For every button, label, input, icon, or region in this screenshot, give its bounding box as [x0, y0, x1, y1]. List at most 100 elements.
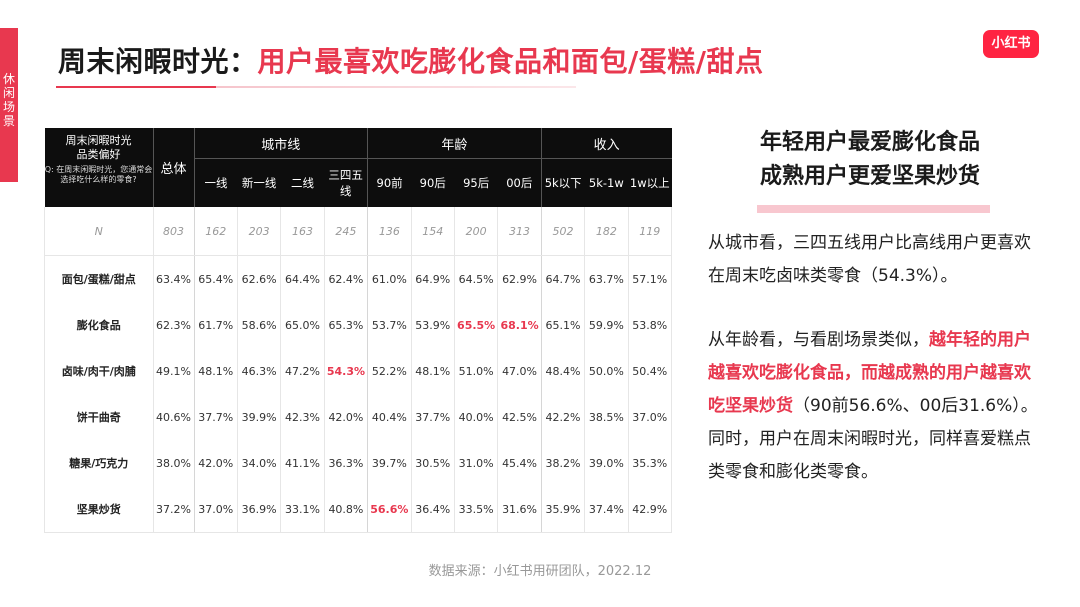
table-cell: 35.9%	[540, 486, 585, 533]
age-insight-tail: （90前56.6%、00后31.6%）。同时，用户在周末闲暇时光，同样喜爱糕点类…	[708, 396, 1038, 482]
table-cell: 36.4%	[410, 486, 455, 533]
table-cell: 502	[540, 207, 585, 256]
table-cell: 41.1%	[280, 440, 325, 486]
subheader: 90后	[411, 158, 455, 207]
table-cell: 33.1%	[280, 486, 325, 533]
section-tab-char: 景	[2, 114, 15, 128]
table-cell: 64.9%	[410, 255, 455, 302]
table-cell: 42.9%	[627, 486, 672, 533]
table-cell: 50.4%	[627, 348, 672, 394]
table-cell: 182	[584, 207, 629, 256]
table-cell: 65.3%	[323, 302, 368, 348]
table-cell: 39.7%	[367, 440, 412, 486]
subheader: 90前	[367, 158, 412, 207]
table-cell: 39.9%	[236, 394, 281, 440]
table-cell: 37.4%	[584, 486, 629, 533]
preference-table: 周末闲暇时光 品类偏好 Q: 在周末闲暇时光，您通常会选择吃什么样的零食? 总体…	[44, 128, 672, 533]
table-cell: 62.6%	[236, 255, 281, 302]
table-cell: 38.5%	[584, 394, 629, 440]
table-cell: 47.0%	[497, 348, 542, 394]
category-header: 周末闲暇时光 品类偏好 Q: 在周末闲暇时光，您通常会选择吃什么样的零食?	[44, 128, 153, 207]
table-cell: 313	[497, 207, 542, 256]
table-cell: 34.0%	[236, 440, 281, 486]
group-header-city: 城市线	[193, 128, 368, 159]
table-cell: 162	[193, 207, 238, 256]
row-label: 面包/蛋糕/甜点	[44, 255, 153, 302]
subheader: 1w以上	[628, 158, 672, 207]
table-cell: 39.0%	[584, 440, 629, 486]
table-cell: 803	[152, 207, 194, 256]
survey-question: Q: 在周末闲暇时光，您通常会选择吃什么样的零食?	[44, 165, 153, 184]
title-underline-accent	[56, 86, 216, 88]
title-prefix: 周末闲暇时光：	[58, 45, 258, 78]
table-cell: 59.9%	[584, 302, 629, 348]
table-cell: 64.5%	[453, 255, 498, 302]
key-findings-headline: 年轻用户最爱膨化食品 成熟用户更爱坚果炒货	[705, 126, 1035, 194]
table-cell: 53.7%	[367, 302, 412, 348]
table-cell: 40.8%	[323, 486, 368, 533]
table-cell: 53.9%	[410, 302, 455, 348]
table-cell: 49.1%	[152, 348, 194, 394]
table-cell: 119	[627, 207, 672, 256]
section-tab-char: 休	[2, 72, 15, 86]
table-row: 面包/蛋糕/甜点 63.4% 65.4% 62.6% 64.4% 62.4% 61.0% 64…	[44, 255, 672, 302]
table-cell: 48.4%	[540, 348, 585, 394]
table-cell: 30.5%	[410, 440, 455, 486]
city-insight-paragraph: 从城市看，三四五线用户比高线用户更喜欢在周末吃卤味类零食（54.3%）。	[708, 233, 1031, 286]
table-cell: 42.3%	[280, 394, 325, 440]
table-cell: 136	[367, 207, 412, 256]
table-cell: 31.0%	[453, 440, 498, 486]
table-cell: 65.4%	[193, 255, 238, 302]
age-insight-emphasis: 越年轻的用户越喜欢吃膨化食品，而越成熟的用户越喜欢吃坚果炒货	[708, 330, 1031, 416]
table-cell: 63.7%	[584, 255, 629, 302]
subheader: 5k-1w	[584, 158, 629, 207]
section-tab-char: 闲	[2, 86, 15, 100]
table-cell: 64.7%	[540, 255, 585, 302]
table-cell: 33.5%	[453, 486, 498, 533]
row-label: 糖果/巧克力	[44, 440, 153, 486]
table-cell: 64.4%	[280, 255, 325, 302]
age-insight-lead: 从年龄看，与看剧场景类似，	[708, 330, 929, 350]
table-cell: 61.0%	[367, 255, 412, 302]
section-tab-char: 场	[2, 100, 15, 114]
table-cell: 38.0%	[152, 440, 194, 486]
table-row: 膨化食品 62.3% 61.7% 58.6% 65.0% 65.3% 53.7% 53.9% 6…	[44, 302, 672, 348]
subheader: 95后	[454, 158, 498, 207]
table-cell: 203	[236, 207, 281, 256]
row-label: N	[44, 207, 153, 256]
table-cell: 51.0%	[453, 348, 498, 394]
table-cell: 40.4%	[367, 394, 412, 440]
table-cell: 200	[453, 207, 498, 256]
table-cell: 42.0%	[193, 440, 238, 486]
table-cell: 42.2%	[540, 394, 585, 440]
category-header-label: 周末闲暇时光 品类偏好	[65, 134, 132, 161]
table-cell: 37.7%	[193, 394, 238, 440]
title-underline	[56, 86, 576, 88]
table-cell: 65.5%	[453, 302, 498, 348]
xiaohongshu-logo: 小红书	[983, 30, 1039, 58]
subheader: 二线	[280, 158, 325, 207]
table-cell: 52.2%	[367, 348, 412, 394]
table-cell: 37.0%	[193, 486, 238, 533]
table-cell: 65.1%	[540, 302, 585, 348]
age-insight-paragraph: 从年龄看，与看剧场景类似，越年轻的用户越喜欢吃膨化食品，而越成熟的用户越喜欢吃坚…	[708, 324, 1038, 489]
group-header-age: 年龄	[367, 128, 542, 159]
table-row: 饼干曲奇 40.6% 37.7% 39.9% 42.3% 42.0% 40.4% 37.7% 4…	[44, 394, 672, 440]
table-cell: 48.1%	[410, 348, 455, 394]
table-cell: 48.1%	[193, 348, 238, 394]
table-row: 坚果炒货 37.2% 37.0% 36.9% 33.1% 40.8% 56.6% 36.4% 3…	[44, 486, 672, 533]
headline-line-1: 年轻用户最爱膨化食品	[759, 130, 980, 155]
table-cell: 57.1%	[627, 255, 672, 302]
table-cell: 62.9%	[497, 255, 542, 302]
table-row: 卤味/肉干/肉脯 49.1% 48.1% 46.3% 47.2% 54.3% 52.2% 48…	[44, 348, 672, 394]
subheader: 三四五线	[324, 158, 368, 207]
row-label: 坚果炒货	[44, 486, 153, 533]
subheader: 5k以下	[540, 158, 585, 207]
table-cell: 54.3%	[323, 348, 368, 394]
headline-accent-bar	[757, 205, 990, 213]
table-cell: 35.3%	[627, 440, 672, 486]
table-cell: 45.4%	[497, 440, 542, 486]
group-header-income: 收入	[540, 128, 672, 159]
table-cell: 42.0%	[323, 394, 368, 440]
table-cell: 62.3%	[152, 302, 194, 348]
